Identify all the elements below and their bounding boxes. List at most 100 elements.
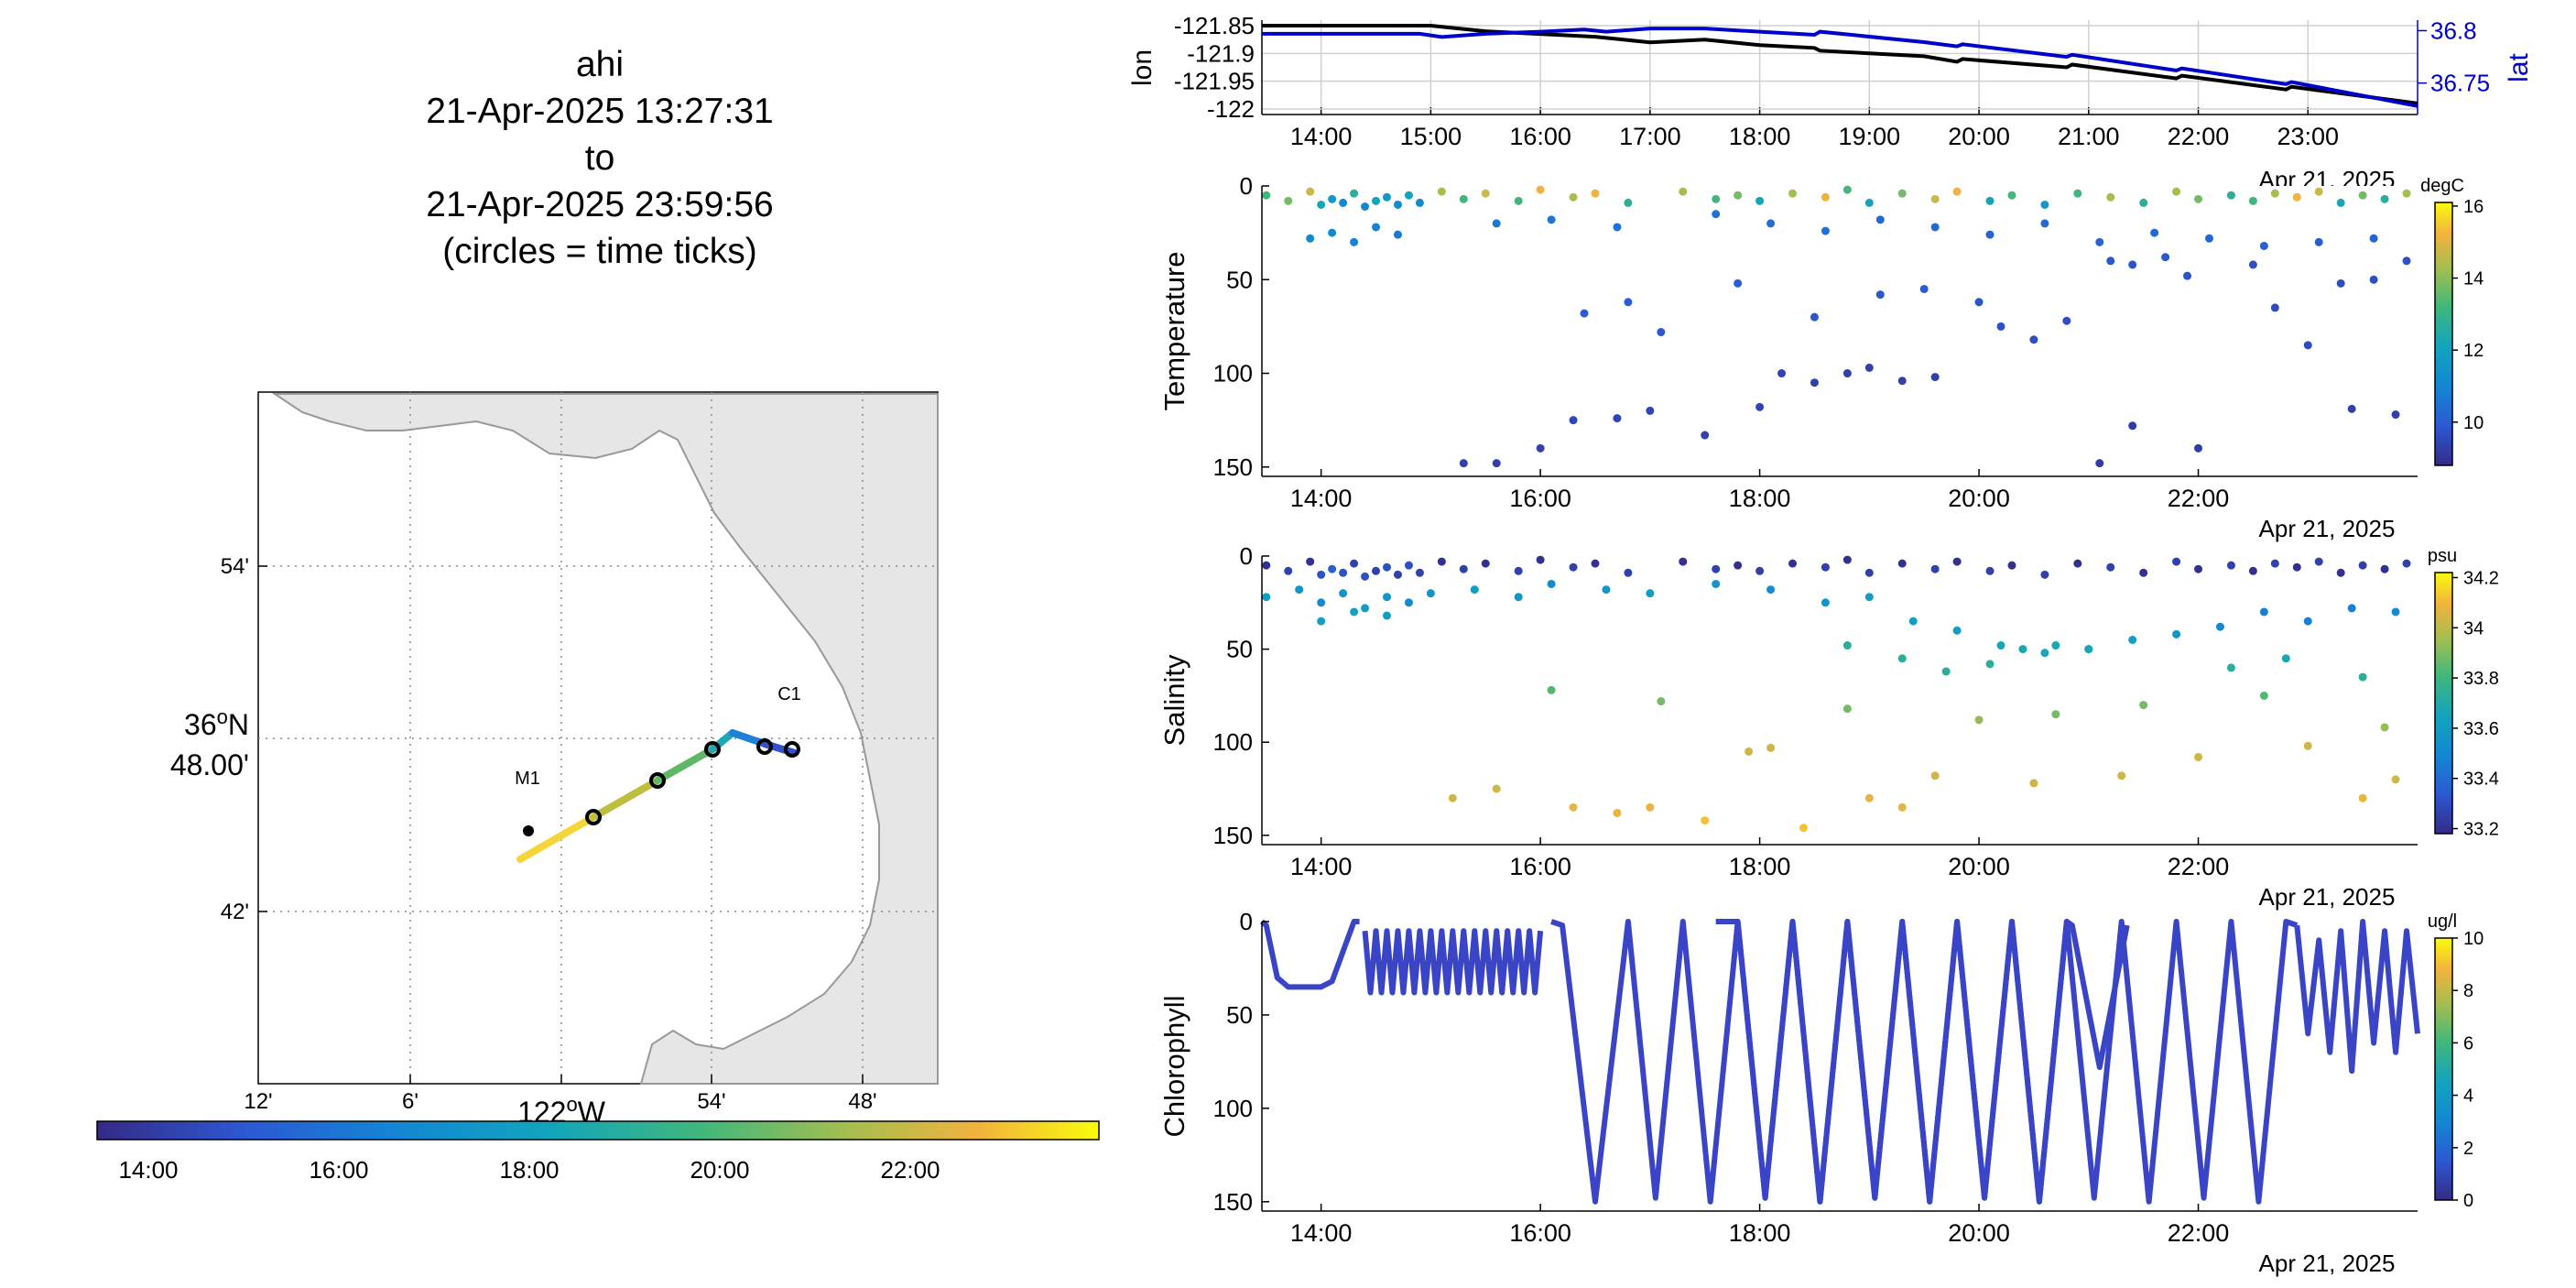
y2-tick-label: 36.75 — [2430, 70, 2490, 97]
data-point — [1712, 579, 1721, 588]
data-point — [1930, 564, 1940, 573]
data-point — [1306, 187, 1315, 196]
data-point — [1350, 607, 1359, 617]
data-point — [2248, 260, 2257, 269]
time-colorbar-tick: 16:00 — [309, 1156, 368, 1184]
data-point — [1930, 194, 1940, 203]
data-point — [1766, 743, 1776, 752]
colorbar-tick-label: 34.2 — [2463, 568, 2499, 588]
salinity-panel: 14:00 16:00 18:00 20:00 22:00 0 50 100 150 Salini… — [1158, 542, 2499, 911]
y-tick-label: -121.9 — [1187, 39, 1255, 67]
end-time: 21-Apr-2025 23:59:56 — [426, 185, 774, 224]
x-tick-label: 20:00 — [1948, 485, 2010, 512]
data-point — [2259, 241, 2268, 250]
data-point — [1712, 194, 1721, 203]
y-tick-label: 50 — [1226, 636, 1253, 663]
data-point — [1952, 626, 1962, 635]
chlorophyll-panel: 14:00 16:00 18:00 20:00 22:00050100150Chloro… — [1158, 908, 2484, 1277]
chlorophyll-profile-line — [1362, 928, 1544, 996]
y2-axis-label: lat — [2504, 52, 2534, 82]
x-tick-label: 16:00 — [1509, 1219, 1571, 1247]
data-point — [1317, 570, 1326, 579]
time-colorbar-tick: 22:00 — [880, 1156, 940, 1184]
data-point — [2248, 566, 2257, 575]
colorbar-tick-label: 6 — [2463, 1033, 2473, 1053]
data-point — [2106, 192, 2115, 202]
data-point — [1864, 593, 1874, 602]
data-point — [1339, 198, 1348, 207]
data-point — [1382, 611, 1391, 620]
data-point — [2029, 335, 2038, 344]
data-point — [1569, 562, 1578, 572]
data-point — [1382, 192, 1391, 202]
data-point — [2040, 570, 2049, 579]
x-tick-label: 22:00 — [2168, 123, 2230, 150]
data-point — [1842, 555, 1852, 564]
x-tick-label: 18:00 — [1729, 485, 1791, 512]
data-point — [2402, 189, 2411, 198]
data-point — [2292, 562, 2301, 572]
chlorophyll-profile-line — [2294, 919, 2420, 1075]
x-date-label: Apr 21, 2025 — [2259, 1250, 2396, 1277]
x-tick-label: 17:00 — [1619, 123, 1681, 150]
data-point — [1766, 585, 1776, 595]
y-tick-label: -121.85 — [1174, 12, 1255, 39]
data-point — [2095, 459, 2104, 468]
data-point — [2073, 189, 2082, 198]
data-point — [1591, 189, 1600, 198]
data-point — [2139, 198, 2148, 207]
data-point — [2051, 641, 2060, 650]
colorbar-tick-label: 34 — [2463, 618, 2484, 639]
x-tick-label: 18:00 — [1729, 853, 1791, 880]
data-point — [1679, 187, 1688, 196]
colorbar-units: psu — [2428, 546, 2457, 566]
y2-tick-label: 36.8 — [2430, 16, 2477, 44]
data-point — [1569, 416, 1578, 425]
data-point — [2347, 604, 2356, 613]
data-point — [1415, 198, 1424, 207]
title-block: ahi 21-Apr-2025 13:27:31 to 21-Apr-2025 … — [362, 41, 838, 275]
y-tick-label: 50 — [1226, 1001, 1253, 1029]
data-point — [1897, 189, 1907, 198]
data-point — [1602, 585, 1611, 595]
data-point — [2358, 191, 2367, 200]
data-point — [1842, 704, 1852, 714]
colorbar-units: degC — [2420, 176, 2464, 196]
data-point — [2248, 196, 2257, 205]
data-point — [1624, 568, 1633, 577]
data-point — [1821, 192, 1830, 202]
data-point — [2117, 771, 2126, 780]
data-point — [1262, 593, 1271, 602]
data-point — [2292, 192, 2301, 202]
data-point — [1547, 685, 1556, 694]
data-point — [1864, 363, 1874, 372]
data-point — [1448, 793, 1457, 802]
data-point — [1996, 641, 2005, 650]
data-point — [1350, 189, 1359, 198]
colorbar-tick-label: 33.2 — [2463, 820, 2499, 840]
data-point — [1810, 312, 1819, 322]
data-point — [1646, 802, 1655, 812]
data-point — [1864, 198, 1874, 207]
data-point — [1734, 561, 1743, 570]
data-point — [1317, 200, 1326, 209]
data-point — [1985, 566, 1994, 575]
data-point — [1613, 223, 1622, 232]
x-tick-label: 20:00 — [1948, 853, 2010, 880]
data-point — [2106, 257, 2115, 266]
data-point — [1569, 192, 1578, 202]
data-point — [1262, 561, 1271, 570]
data-point — [2018, 645, 2027, 654]
data-point — [1788, 189, 1798, 198]
data-point — [1372, 196, 1381, 205]
data-point — [1908, 617, 1918, 626]
lat-tick-54: 54' — [221, 554, 249, 579]
data-point — [1745, 747, 1754, 756]
time-tick-circle — [756, 738, 773, 755]
colorbar-tick-label: 4 — [2463, 1086, 2473, 1107]
data-point — [1821, 598, 1830, 607]
data-point — [2314, 237, 2323, 246]
data-point — [1657, 697, 1666, 706]
data-point — [2391, 775, 2400, 784]
x-tick-label: 14:00 — [1290, 123, 1353, 150]
